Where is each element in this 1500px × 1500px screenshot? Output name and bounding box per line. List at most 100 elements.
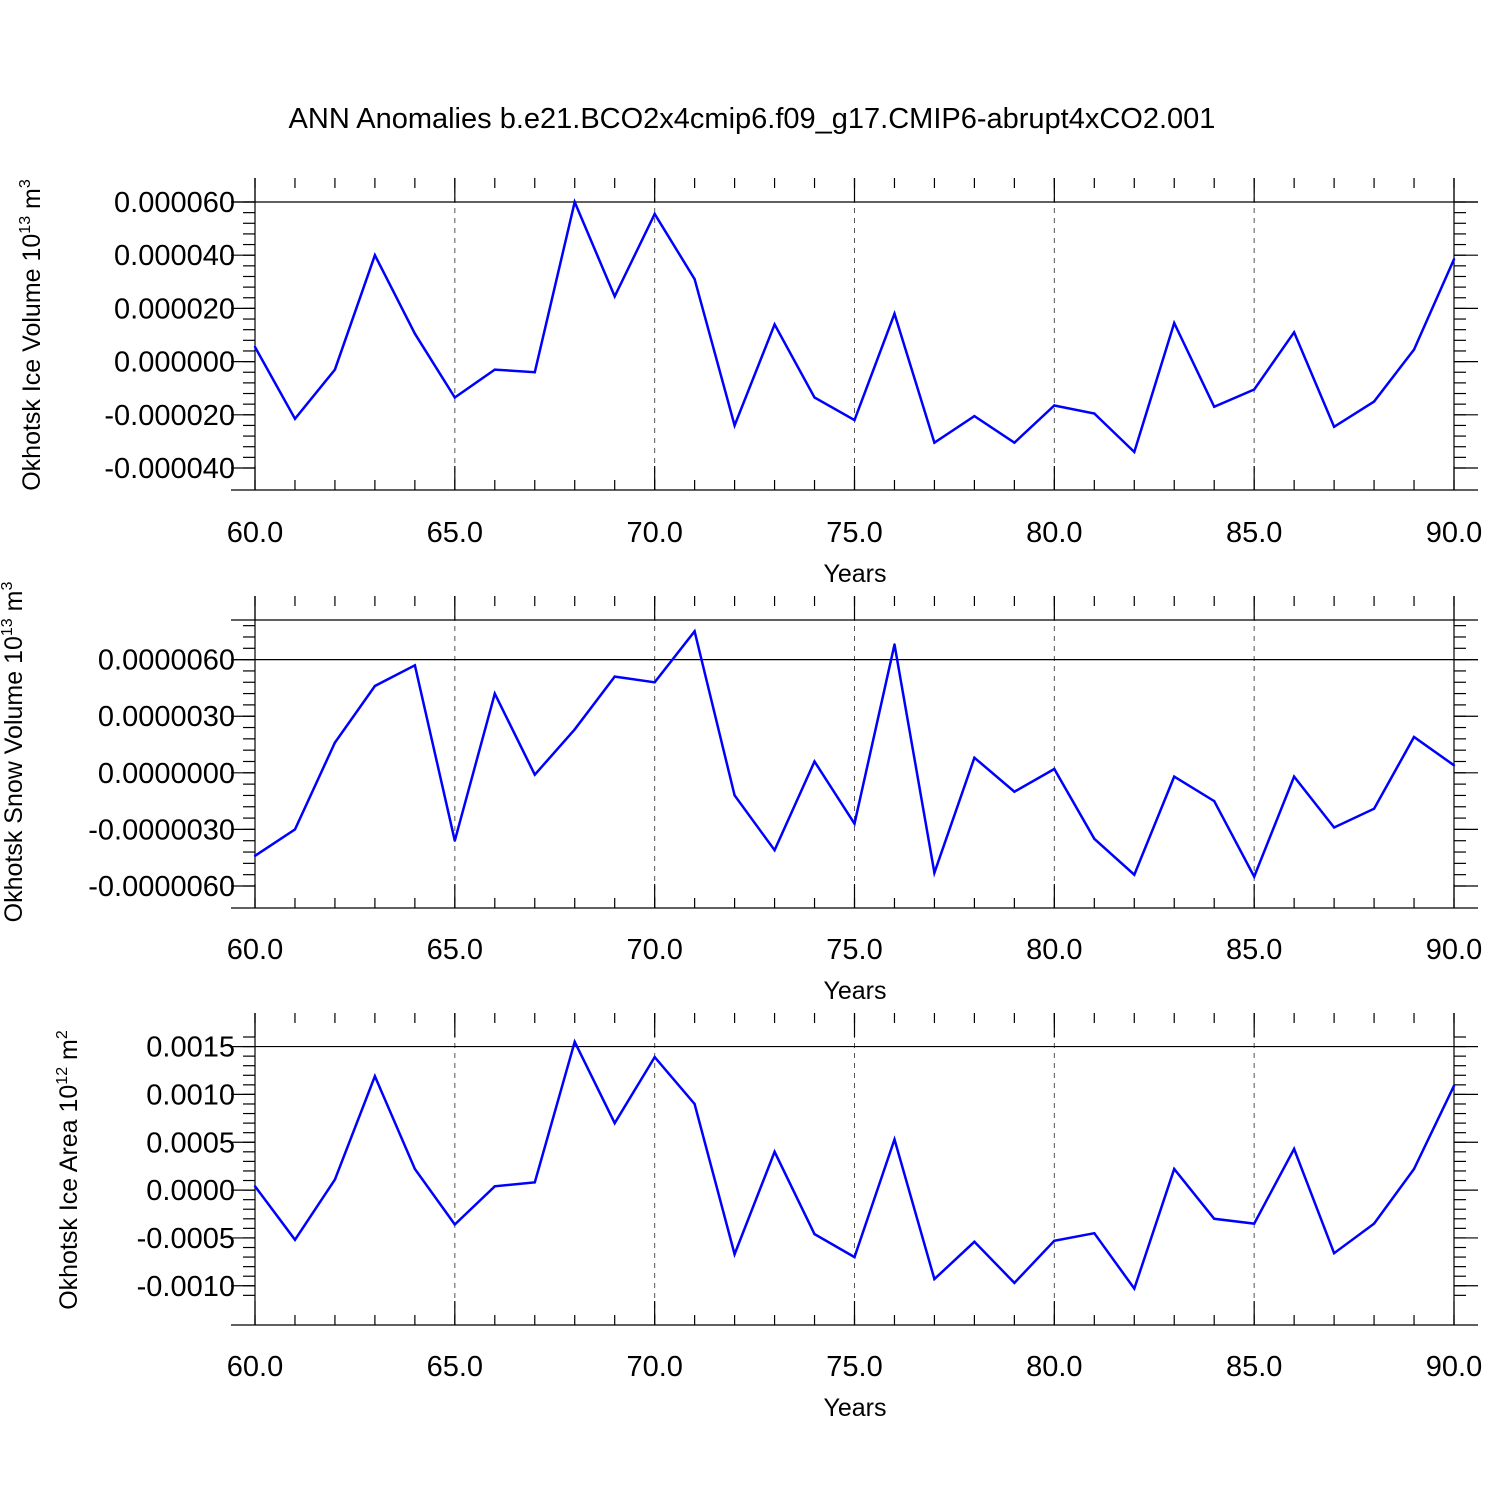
data-point xyxy=(733,1253,736,1256)
data-point xyxy=(653,1055,656,1059)
data-point xyxy=(453,1223,456,1226)
y-axis-label: Okhotsk Ice Area 1012 m2 xyxy=(54,1030,83,1310)
data-point xyxy=(893,1138,896,1141)
x-tick-label: 85.0 xyxy=(1226,934,1282,966)
data-point xyxy=(1332,425,1336,428)
panel-snow-volume: Okhotsk Snow Volume 1013 m3 Years 60.0 65… xyxy=(0,582,1482,1005)
figure-title: ANN Anomalies b.e21.BCO2x4cmip6.f09_g17.… xyxy=(289,103,1216,135)
panel-ice-volume: Okhotsk Ice Volume 1013 m3 Years 60.0 65.… xyxy=(17,178,1482,588)
data-point xyxy=(693,630,696,633)
x-axis-label: Years xyxy=(823,560,886,588)
data-point xyxy=(1292,775,1296,778)
data-point xyxy=(253,854,257,857)
x-tick-label: 60.0 xyxy=(227,517,283,549)
data-point xyxy=(973,1240,976,1244)
data-point xyxy=(493,692,496,695)
y-tick-label: 0.000060 xyxy=(114,187,235,219)
data-point xyxy=(293,417,297,420)
data-point xyxy=(813,396,816,399)
y-tick-label: 0.0005 xyxy=(146,1127,235,1159)
data-point xyxy=(413,664,417,667)
data-point xyxy=(573,1040,576,1044)
x-tick-label: 70.0 xyxy=(626,517,682,549)
data-point xyxy=(653,212,656,216)
data-point xyxy=(453,839,456,842)
x-axis-label: Years xyxy=(823,1394,886,1422)
y-tick-label: -0.0010 xyxy=(137,1271,235,1303)
y-tick-label: 0.000000 xyxy=(114,347,235,379)
data-point xyxy=(693,1102,696,1106)
data-point xyxy=(1173,1167,1176,1171)
data-point xyxy=(1093,412,1096,415)
x-tick-label: 65.0 xyxy=(427,934,483,966)
plot-area: 60.0 65.0 70.0 75.0 80.0 85.0 90.0 0.0015 0.0010… xyxy=(137,1013,1482,1383)
data-point xyxy=(1292,1147,1296,1151)
data-point xyxy=(933,441,936,444)
data-point xyxy=(693,277,696,281)
data-point xyxy=(813,1232,816,1236)
data-point xyxy=(493,368,496,371)
x-tick-label: 75.0 xyxy=(826,1351,882,1383)
data-point xyxy=(893,643,896,646)
data-point xyxy=(733,424,736,427)
y-tick-label: 0.000040 xyxy=(114,240,235,272)
data-point xyxy=(613,295,616,298)
data-point xyxy=(573,728,576,731)
data-point xyxy=(973,414,976,418)
plot-area: 60.0 65.0 70.0 75.0 80.0 85.0 90.0 0.0000060 0.0… xyxy=(88,596,1482,966)
data-point xyxy=(253,1185,257,1188)
data-point xyxy=(413,332,417,335)
data-point xyxy=(773,323,776,326)
x-tick-label: 80.0 xyxy=(1026,934,1082,966)
x-tick-label: 65.0 xyxy=(427,1351,483,1383)
data-point xyxy=(1253,1222,1256,1225)
data-point xyxy=(1292,331,1296,334)
data-point xyxy=(1372,807,1376,810)
data-point xyxy=(1452,1084,1456,1088)
data-point xyxy=(293,1238,297,1242)
data-point xyxy=(1372,400,1376,403)
y-tick-label: 0.0000060 xyxy=(98,645,235,677)
y-axis-label: Okhotsk Ice Volume 1013 m3 xyxy=(17,179,46,491)
data-point xyxy=(1213,799,1216,803)
x-tick-label: 90.0 xyxy=(1426,934,1482,966)
data-point xyxy=(373,1075,377,1078)
data-point xyxy=(413,1167,417,1171)
data-point xyxy=(1412,1167,1416,1171)
plot-area: 60.0 65.0 70.0 75.0 80.0 85.0 90.0 0.000060 0.00… xyxy=(104,178,1482,549)
y-tick-label: 0.0000000 xyxy=(98,758,235,790)
data-point xyxy=(1093,1232,1096,1235)
y-axis-label: Okhotsk Snow Volume 1013 m3 xyxy=(0,582,28,923)
data-point xyxy=(813,760,816,763)
x-axis-label: Years xyxy=(823,977,886,1005)
data-point xyxy=(573,200,576,204)
data-point xyxy=(1053,767,1056,771)
x-tick-label: 75.0 xyxy=(826,517,882,549)
x-tick-label: 60.0 xyxy=(227,934,283,966)
data-point xyxy=(1133,873,1136,876)
data-point xyxy=(1452,258,1456,261)
data-point xyxy=(613,675,616,678)
data-point xyxy=(1213,405,1216,408)
y-tick-label: -0.0005 xyxy=(137,1223,235,1255)
panel-ice-area: Okhotsk Ice Area 1012 m2 Years 60.0 65.0 7… xyxy=(54,1013,1482,1422)
data-point xyxy=(1173,321,1176,325)
x-tick-label: 65.0 xyxy=(427,517,483,549)
y-tick-label: 0.0015 xyxy=(146,1032,235,1064)
data-point xyxy=(333,741,337,744)
data-point xyxy=(253,345,257,349)
x-tick-label: 85.0 xyxy=(1226,1351,1282,1383)
data-point xyxy=(613,1121,616,1125)
data-point xyxy=(533,773,536,776)
data-point xyxy=(973,756,976,759)
y-tick-label: -0.000020 xyxy=(104,400,235,432)
x-tick-label: 90.0 xyxy=(1426,517,1482,549)
data-point xyxy=(533,1181,536,1184)
x-tick-label: 80.0 xyxy=(1026,1351,1082,1383)
x-tick-label: 75.0 xyxy=(826,934,882,966)
data-point xyxy=(853,1255,856,1259)
data-point xyxy=(493,1185,496,1188)
data-point xyxy=(1013,1281,1016,1285)
data-point xyxy=(1173,775,1176,778)
